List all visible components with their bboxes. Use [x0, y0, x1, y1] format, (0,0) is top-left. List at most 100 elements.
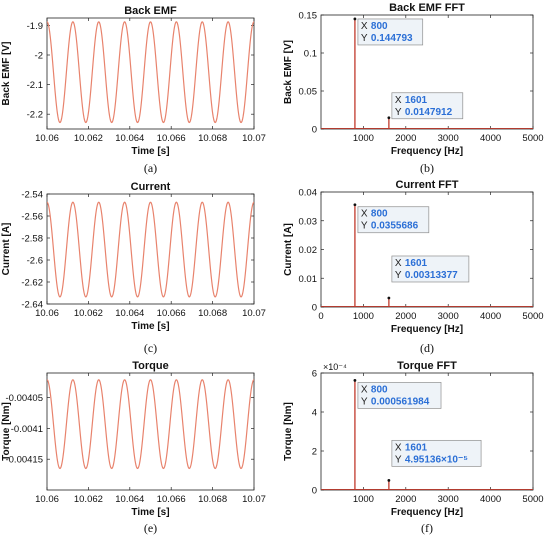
panel-caption: (c): [144, 341, 157, 355]
data-layer: [321, 204, 533, 307]
x-axis-label: Frequency [Hz]: [391, 324, 463, 335]
x-tick-label: 1000: [353, 494, 374, 505]
chart-panel-2: 1000 2000 3000 4000 5000 0 0.05 0.1 0.15 Back EMF…: [283, 2, 544, 175]
y-tick-label: 0.03: [299, 216, 318, 227]
datatip-x-value: 800: [371, 21, 388, 32]
datatip-box: [391, 255, 470, 283]
plot-frame: [46, 17, 255, 130]
y-tick-label: -2.6: [27, 256, 43, 267]
x-axis-label: Frequency [Hz]: [391, 146, 463, 157]
data-layer: [47, 201, 254, 298]
x-tick-label: 5000: [522, 133, 543, 144]
panel-caption: (e): [144, 521, 157, 535]
y-tick-label: 2: [312, 447, 317, 458]
chart-panel-1: 10.06 10.062 10.064 10.066 10.068 10.07 -2.2 -2…: [1, 5, 266, 175]
x-tick-label: 10.066: [157, 133, 186, 144]
plot-frame: [46, 193, 255, 305]
x-tick-label: 10.06: [35, 494, 59, 505]
x-axis-label: Frequency [Hz]: [391, 507, 463, 518]
y-axis-label: Torque [Nm]: [1, 402, 12, 461]
x-tick-label: 10.068: [198, 308, 227, 319]
x-tick-label: 10.062: [74, 308, 103, 319]
y-axis-multiplier: ×10⁻⁴: [323, 362, 347, 372]
y-tick-label: -2.54: [21, 190, 43, 201]
y-tick-label: -2: [35, 51, 43, 62]
x-tick-label: 2000: [395, 494, 416, 505]
x-tick-label: 3000: [438, 494, 459, 505]
x-tick-label: 3000: [438, 133, 459, 144]
datatip-box: [357, 382, 442, 409]
datatip-x-value: 800: [371, 384, 388, 395]
chart-title: Current FFT: [396, 179, 459, 191]
data-layer: [321, 380, 533, 490]
x-axis-label: Time [s]: [131, 321, 169, 332]
y-tick-label: 0: [312, 486, 317, 497]
datatip-x-value: 1601: [405, 95, 428, 106]
datatip-box: [391, 439, 482, 467]
plot-frame: [46, 372, 255, 491]
x-tick-label: 10.062: [74, 133, 103, 144]
chart-panel-5: 10.06 10.062 10.064 10.066 10.068 10.07 -0.004…: [1, 360, 266, 535]
panel-caption: (d): [420, 341, 434, 355]
x-tick-label: 10.066: [157, 494, 186, 505]
datatip-y-value: 0.144793: [371, 33, 413, 44]
y-tick-label: 0.02: [299, 245, 318, 256]
panel-caption: (b): [420, 161, 434, 175]
x-tick-label: 10.062: [74, 494, 103, 505]
x-tick-label: 4000: [480, 311, 501, 322]
y-tick-label: -2.64: [21, 300, 43, 311]
x-tick-label: 1000: [353, 311, 374, 322]
chart-title: Torque FFT: [397, 360, 457, 372]
x-tick-label: 10.07: [242, 494, 266, 505]
datatip-marker: [387, 296, 391, 300]
y-tick-label: 0: [312, 125, 317, 136]
y-tick-label: 0.05: [299, 87, 318, 98]
x-tick-label: 10.068: [198, 494, 227, 505]
x-axis-label: Time [s]: [131, 507, 169, 518]
datatip-y-value: 0.0355686: [371, 221, 419, 232]
y-tick-label: -0.00405: [5, 393, 43, 404]
x-tick-label: 2000: [395, 133, 416, 144]
x-tick-label: 10.064: [115, 133, 144, 144]
datatip-y-value: 0.0147912: [405, 107, 453, 118]
datatip-x-value: 1601: [405, 258, 428, 269]
datatip-y-key: Y: [395, 107, 402, 118]
y-axis-label: Current [A]: [283, 223, 294, 276]
chart-panel-3: 10.06 10.062 10.064 10.066 10.068 10.07 -2.64 -…: [1, 181, 266, 355]
datatip-marker: [387, 116, 391, 120]
chart-panel-6: 1000 2000 3000 4000 5000 0 2 4 6 ×10⁻⁴ Torque FFT F…: [283, 360, 544, 535]
datatip-marker: [353, 17, 357, 21]
x-tick-label: 10.064: [115, 308, 144, 319]
y-tick-label: 0.15: [299, 11, 318, 22]
y-tick-label: 0.01: [299, 274, 318, 285]
datatip-y-value: 4.95136×10⁻⁵: [405, 454, 468, 465]
y-tick-label: -0.0041: [11, 424, 43, 435]
x-tick-label: 10.06: [35, 308, 59, 319]
datatip-box: [357, 18, 424, 46]
chart-title: Back EMF FFT: [389, 2, 465, 14]
datatip-y-key: Y: [395, 454, 402, 465]
x-tick-label: 10.066: [157, 308, 186, 319]
x-tick-label: 10.064: [115, 494, 144, 505]
y-tick-label: -2.1: [27, 80, 43, 91]
chart-title: Torque: [132, 360, 168, 372]
x-tick-label: 2000: [395, 311, 416, 322]
x-tick-label: 0: [318, 311, 323, 322]
y-tick-label: 4: [312, 408, 317, 419]
x-tick-label: 10.068: [198, 133, 227, 144]
datatip-x-key: X: [395, 258, 402, 269]
datatip-x-key: X: [361, 384, 368, 395]
datatip-x-key: X: [361, 21, 368, 32]
datatip-marker: [353, 379, 357, 382]
datatip-x-key: X: [395, 442, 402, 453]
chart-panel-4: 0 1000 2000 3000 4000 5000 0 0.01 0.02 0.03 0.04 Cu…: [283, 179, 544, 355]
datatip-y-value: 0.000561984: [371, 396, 430, 407]
datatip-marker: [387, 478, 391, 482]
chart-title: Back EMF: [124, 5, 177, 17]
y-tick-label: -2.58: [21, 234, 43, 245]
datatip-y-key: Y: [361, 396, 368, 407]
